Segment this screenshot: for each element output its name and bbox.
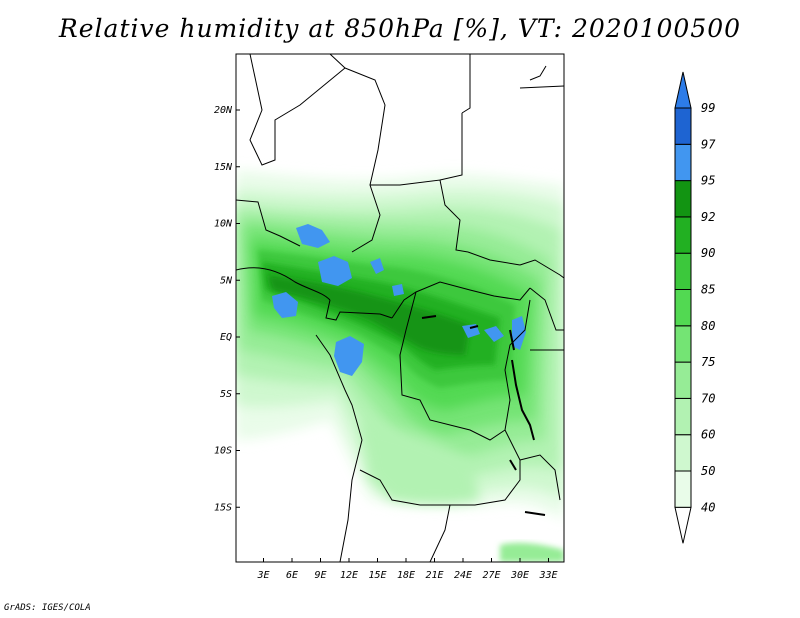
country-borders [236,54,564,562]
lat-tick-label: EQ [220,332,232,343]
lat-tick-label: 10N [214,219,233,230]
longitude-axis: 3E 6E 9E 12E 15E 18E 21E 24E 27E 30E 33E [256,558,558,581]
lat-tick-label: 15S [214,502,232,513]
colorbar-label: 70 [701,391,715,405]
lon-tick-label: 3E [256,570,269,581]
lat-tick-label: 5N [220,275,233,286]
humidity-field [236,54,564,562]
lon-tick-label: 6E [286,570,298,581]
lon-tick-label: 27E [482,570,500,581]
colorbar-segment [674,361,692,399]
map-title: Relative humidity at 850hPa [%], VT: 202… [58,14,742,43]
grads-credit: GrADS: IGES/COLA [4,603,91,613]
colorbar-segment [674,107,692,145]
lat-tick-label: 15N [214,162,233,173]
colorbar-upper-arrow [674,71,692,109]
colorbar-label: 40 [701,500,715,514]
lon-tick-label: 21E [425,570,443,581]
lon-tick-label: 30E [510,570,529,581]
lon-tick-label: 15E [368,570,386,581]
lon-tick-label: 12E [340,570,358,581]
lat-tick-label: 20N [214,105,233,116]
colorbar-label: 50 [701,464,715,478]
colorbar-segment [674,397,692,436]
lon-tick-label: 24E [454,570,472,581]
lon-tick-label: 9E [314,570,326,581]
colorbar-label: 90 [701,246,715,260]
colorbar-segment [674,325,692,363]
colorbar-label: 60 [701,428,715,442]
colorbar-segment [674,434,692,472]
latitude-axis: 20N 15N 10N 5N EQ 5S 10S 15S [214,105,240,513]
lon-tick-label: 18E [397,570,415,581]
lon-tick-label: 33E [538,570,557,581]
colorbar-segment [674,470,692,508]
colorbar-segment [674,180,692,218]
colorbar-segment [674,143,692,182]
map-frame [235,53,565,563]
colorbar-segment [674,289,692,327]
colorbar-label: 97 [701,137,716,151]
lat-tick-label: 5S [220,389,232,400]
colorbar-label: 75 [701,355,715,369]
colorbar-label: 85 [701,283,715,297]
colorbar-label: 80 [701,319,715,333]
colorbar-lower-arrow [674,506,692,544]
colorbar-label: 99 [701,101,715,115]
colorbar: 99 97 95 92 90 85 80 75 70 60 50 40 [674,71,716,544]
colorbar-label: 95 [701,174,715,188]
colorbar-label: 92 [701,210,715,224]
colorbar-segment [674,216,692,254]
lat-tick-label: 10S [214,446,232,457]
colorbar-segment [674,252,692,290]
